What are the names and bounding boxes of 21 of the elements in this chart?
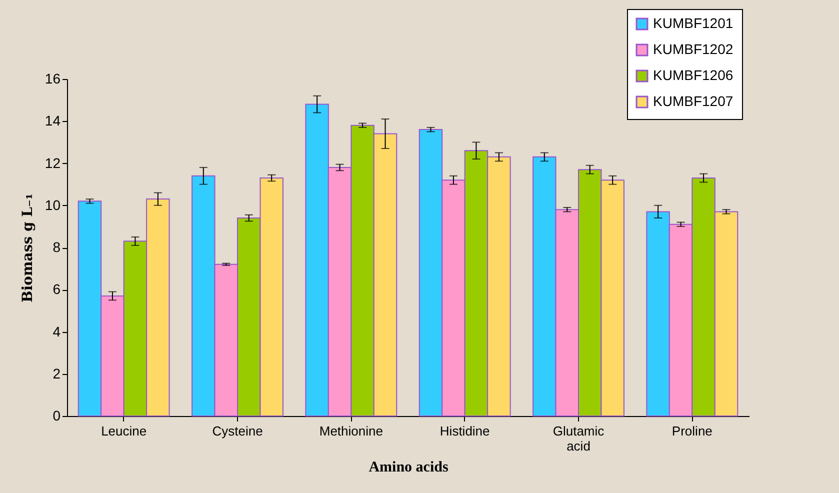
x-tick-label: Leucine [101,424,147,438]
y-tick-label: 2 [52,365,61,382]
y-axis-title: Biomass g L₋₁ [20,193,36,303]
legend-label: KUMBF1202 [653,41,734,57]
legend-label: KUMBF1206 [653,67,734,83]
y-tick-label: 4 [52,323,61,340]
x-axis-title: Amino acids [368,460,448,476]
y-tick-label: 8 [52,239,61,255]
y-tick-label: 10 [44,196,61,213]
y-tick-label: 16 [44,70,61,86]
x-tick-label: Cysteine [212,424,263,438]
legend-label: KUMBF1207 [653,93,734,109]
y-tick-label: 0 [52,408,61,424]
y-tick-label: 6 [52,281,61,298]
x-tick-label: Methionine [319,424,383,438]
y-tick-label: 14 [44,112,61,129]
y-tick-label: 12 [44,154,61,171]
x-tick-label: Histidine [440,424,490,438]
x-tick-label: Glutamic acid [552,424,605,454]
legend-label: KUMBF1201 [653,15,734,31]
x-tick-label: Proline [672,424,712,438]
